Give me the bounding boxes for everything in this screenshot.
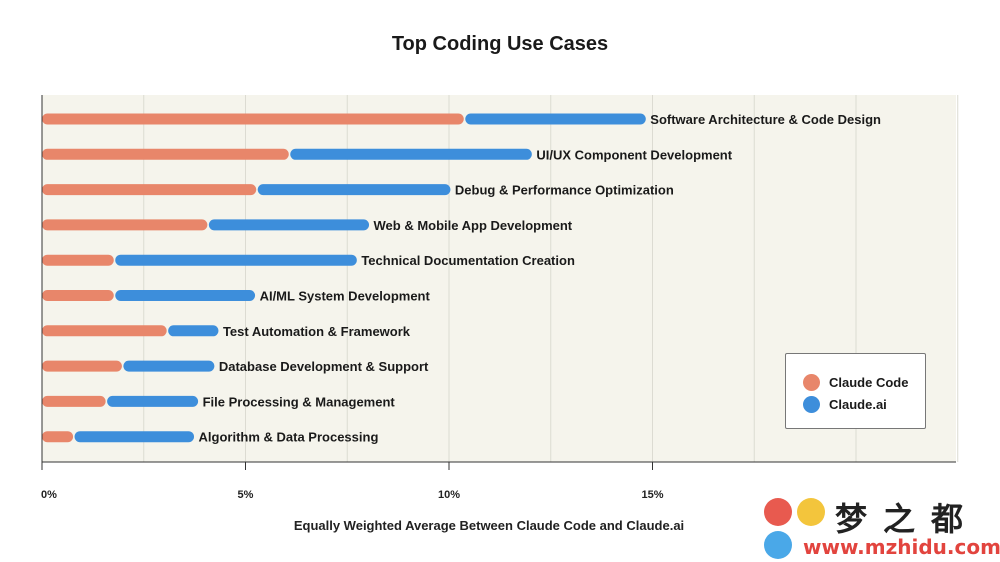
chart-title: Top Coding Use Cases [391,33,609,55]
watermark-face-icon-red [764,498,792,526]
watermark-face-icon-yellow [797,498,825,526]
category-label: Software Architecture & Code Design [650,112,881,127]
bar-claude-ai [208,219,370,231]
bar-claude-ai [107,395,199,407]
watermark-face-icon-blue [764,531,792,559]
category-label: Technical Documentation Creation [361,253,575,268]
category-label: AI/ML System Development [260,289,431,304]
bar-claude-code [42,184,257,196]
bar-claude-code [42,325,167,337]
x-axis-label: Equally Weighted Average Between Claude … [293,518,685,533]
x-tick-label: 5% [238,489,254,501]
legend: Claude Code Claude.ai [785,353,926,429]
bar-claude-ai [74,431,195,443]
legend-label-claude-ai: Claude.ai [829,396,887,412]
legend-swatch-claude-code [803,373,820,391]
bar-claude-ai [168,325,219,337]
category-label: Database Development & Support [219,359,429,374]
watermark-text: 梦之都 [835,500,980,538]
category-label: File Processing & Management [203,394,396,409]
bar-claude-code [42,395,106,407]
category-label: UI/UX Component Development [536,147,732,162]
legend-label-claude-code: Claude Code [829,374,909,390]
legend-item-claude-code: Claude Code [803,372,908,392]
legend-swatch-claude-ai [803,395,820,413]
bar-claude-ai [123,360,215,372]
category-label: Debug & Performance Optimization [455,183,674,198]
bar-claude-code [42,254,114,266]
bar-claude-ai [290,148,532,160]
bar-claude-ai [465,113,646,125]
category-label: Algorithm & Data Processing [199,430,379,445]
bar-claude-ai [115,290,256,301]
x-tick-label: 15% [641,489,663,501]
bar-claude-ai [115,254,357,266]
bar-claude-code [42,113,464,125]
category-label: Web & Mobile App Development [374,218,573,233]
bar-claude-code [42,148,289,160]
legend-item-claude-ai: Claude.ai [803,394,887,414]
watermark-url: www.mzhidu.com [803,535,1000,559]
category-label: Test Automation & Framework [223,324,411,339]
bar-claude-code [42,219,208,231]
bar-claude-code [42,360,122,372]
bar-claude-code [42,290,114,301]
bar-claude-ai [257,184,451,196]
x-tick-label: 10% [438,489,460,501]
bar-claude-code [42,431,74,443]
x-tick-label: 0% [41,489,57,501]
